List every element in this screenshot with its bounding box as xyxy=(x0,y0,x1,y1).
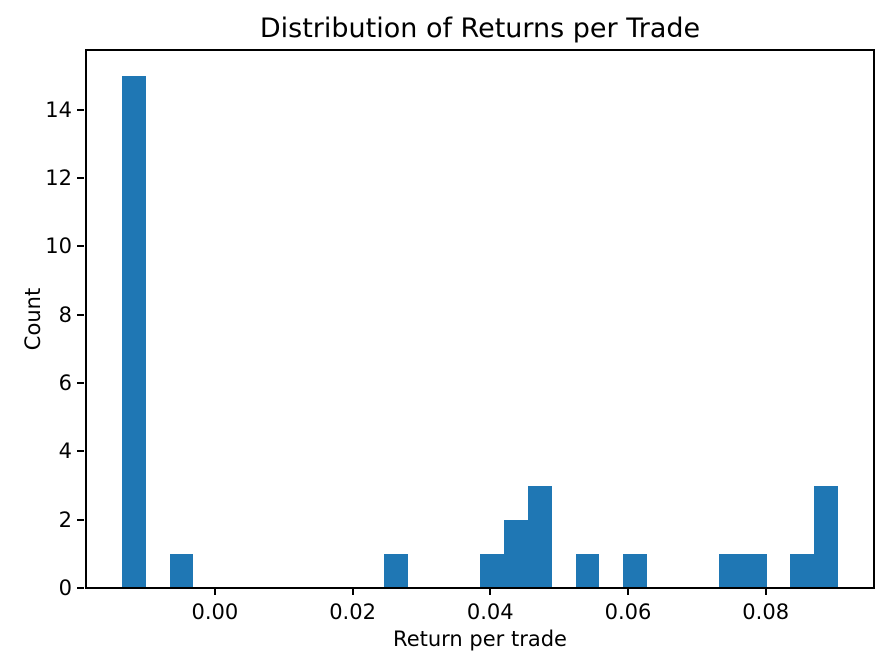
y-tick-label: 14 xyxy=(45,97,72,122)
x-tick-label: 0.04 xyxy=(466,600,514,624)
histogram-bar xyxy=(790,553,815,588)
x-axis-label: Return per trade xyxy=(393,627,567,651)
x-tick-label: 0.02 xyxy=(329,600,376,624)
y-tick-mark xyxy=(77,245,84,248)
y-tick-mark xyxy=(77,450,84,453)
histogram-bar xyxy=(575,553,600,588)
x-tick-label: 0.08 xyxy=(742,600,790,624)
histogram-bar xyxy=(623,553,648,588)
histogram-bar xyxy=(718,553,743,588)
histogram-bar xyxy=(480,553,504,588)
x-tick-mark xyxy=(626,588,629,595)
x-tick-mark xyxy=(213,588,216,595)
chart-title: Distribution of Returns per Trade xyxy=(259,13,701,44)
y-tick-mark xyxy=(77,108,84,111)
histogram-bar xyxy=(742,553,767,588)
y-tick-mark xyxy=(77,177,84,180)
y-tick-label: 2 xyxy=(58,507,72,532)
y-tick-mark xyxy=(77,313,84,316)
x-tick-label: 0.00 xyxy=(191,600,239,624)
x-tick-label: 0.06 xyxy=(604,600,652,624)
x-tick-mark xyxy=(351,588,354,595)
y-tick-label: 8 xyxy=(58,302,72,327)
histogram-bar xyxy=(169,553,194,588)
y-tick-mark xyxy=(77,587,84,589)
y-tick-label: 4 xyxy=(58,439,72,464)
y-tick-label: 10 xyxy=(45,234,72,259)
y-tick-label: 0 xyxy=(58,576,72,600)
axes-spines xyxy=(85,49,875,589)
x-tick-mark xyxy=(489,588,492,595)
histogram-bar xyxy=(384,553,409,588)
histogram-bar xyxy=(503,519,528,588)
histogram-bar xyxy=(527,485,552,588)
plot-area: 0.00 0.02 0.04 0.06 0.08 0 2 4 6 8 10 12 14 xyxy=(45,49,875,624)
y-tick-mark xyxy=(77,518,84,521)
y-tick-label: 12 xyxy=(45,166,72,191)
y-tick-label: 6 xyxy=(58,371,72,396)
histogram-bar xyxy=(814,485,839,588)
x-tick-mark xyxy=(764,588,767,595)
histogram-bar xyxy=(121,75,146,588)
y-tick-mark xyxy=(77,382,84,385)
